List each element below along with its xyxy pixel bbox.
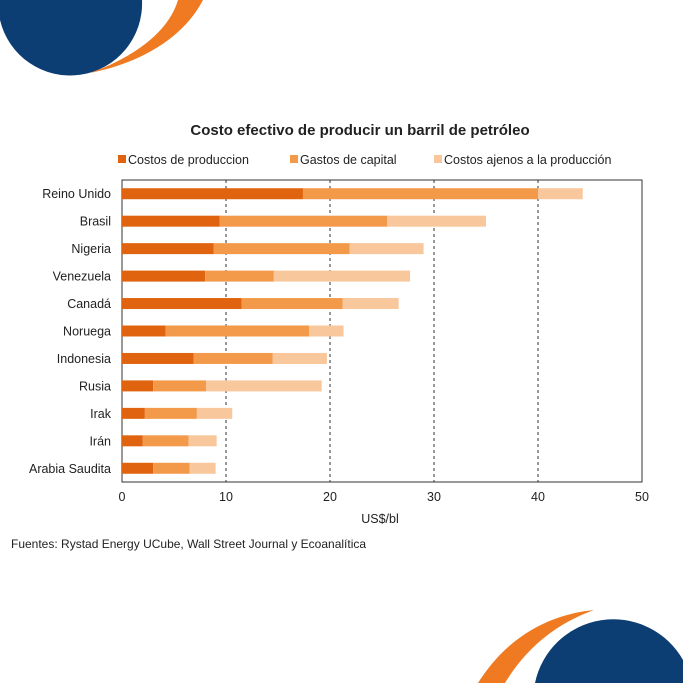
legend-label-costos-ajenos-a-la-produccion: Costos ajenos a la producción — [444, 153, 612, 167]
bar-reino-unido-costos-ajenos-a-la-produccion — [538, 188, 583, 200]
bar-rusia-gastos-de-capital — [153, 380, 207, 392]
bar-iran-costos-de-produccion — [122, 435, 143, 447]
bar-venezuela-costos-ajenos-a-la-produccion — [273, 270, 411, 282]
bar-canada-costos-ajenos-a-la-produccion — [342, 298, 399, 310]
legend-label-costos-de-produccion: Costos de produccion — [128, 153, 249, 167]
category-labels: Reino Unido Brasil Nigeria Venezuela Canadá N… — [29, 187, 112, 476]
source-note: Fuentes: Rystad Energy UCube, Wall Stree… — [11, 537, 367, 551]
legend-swatch-costos-ajenos-a-la-produccion — [434, 155, 442, 163]
category-label-arabia-saudita: Arabia Saudita — [29, 462, 111, 476]
category-label-noruega: Noruega — [63, 325, 111, 339]
bar-venezuela-costos-de-produccion — [122, 270, 206, 282]
bar-arabia-saudita-gastos-de-capital — [153, 462, 190, 474]
x-tick-0: 0 — [119, 490, 126, 504]
top-orange-swoosh — [90, 0, 203, 73]
bar-canada-gastos-de-capital — [241, 298, 343, 310]
bar-noruega-gastos-de-capital — [165, 325, 310, 337]
x-tick-10: 10 — [219, 490, 233, 504]
bars — [122, 188, 583, 474]
category-label-reino-unido: Reino Unido — [42, 187, 111, 201]
bar-brasil-gastos-de-capital — [219, 215, 388, 227]
chart-legend: Costos de produccion Gastos de capital Cos… — [118, 153, 612, 167]
legend-swatch-gastos-de-capital — [290, 155, 298, 163]
category-label-venezuela: Venezuela — [53, 270, 111, 284]
bottom-orange-swoosh — [478, 610, 594, 683]
x-tick-30: 30 — [427, 490, 441, 504]
legend-swatch-costos-de-produccion — [118, 155, 126, 163]
bar-arabia-saudita-costos-ajenos-a-la-produccion — [189, 462, 216, 474]
bar-canada-costos-de-produccion — [122, 298, 242, 310]
category-label-nigeria: Nigeria — [71, 242, 111, 256]
bar-reino-unido-costos-de-produccion — [122, 188, 303, 200]
bar-indonesia-costos-de-produccion — [122, 352, 194, 364]
bar-indonesia-costos-ajenos-a-la-produccion — [272, 352, 327, 364]
category-label-iran: Irán — [89, 434, 111, 448]
bar-brasil-costos-ajenos-a-la-produccion — [387, 215, 486, 227]
legend-label-gastos-de-capital: Gastos de capital — [300, 153, 397, 167]
x-tick-40: 40 — [531, 490, 545, 504]
x-tick-50: 50 — [635, 490, 649, 504]
bar-nigeria-costos-ajenos-a-la-produccion — [349, 243, 424, 255]
bar-nigeria-gastos-de-capital — [213, 243, 350, 255]
bar-irak-gastos-de-capital — [144, 407, 197, 419]
bar-rusia-costos-ajenos-a-la-produccion — [206, 380, 322, 392]
category-label-indonesia: Indonesia — [57, 352, 111, 366]
bar-indonesia-gastos-de-capital — [193, 352, 273, 364]
category-label-canada: Canadá — [67, 297, 111, 311]
bar-venezuela-gastos-de-capital — [205, 270, 274, 282]
chart-title: Costo efectivo de producir un barril de … — [190, 122, 529, 139]
bar-nigeria-costos-de-produccion — [122, 243, 214, 255]
category-label-brasil: Brasil — [80, 215, 111, 229]
top-blue-shape — [0, 0, 143, 76]
bar-irak-costos-de-produccion — [122, 407, 145, 419]
bar-reino-unido-gastos-de-capital — [302, 188, 538, 200]
bar-brasil-costos-de-produccion — [122, 215, 220, 227]
bar-arabia-saudita-costos-de-produccion — [122, 462, 154, 474]
x-tick-labels: 0 10 20 30 40 50 — [119, 490, 649, 504]
bottom-blue-shape — [535, 619, 683, 683]
category-label-rusia: Rusia — [79, 379, 111, 393]
x-tick-20: 20 — [323, 490, 337, 504]
bar-rusia-costos-de-produccion — [122, 380, 154, 392]
x-axis-label: US$/bl — [361, 512, 399, 526]
bar-noruega-costos-de-produccion — [122, 325, 166, 337]
bar-iran-gastos-de-capital — [142, 435, 189, 447]
bar-irak-costos-ajenos-a-la-produccion — [196, 407, 233, 419]
bar-noruega-costos-ajenos-a-la-produccion — [309, 325, 344, 337]
bar-iran-costos-ajenos-a-la-produccion — [188, 435, 217, 447]
category-label-irak: Irak — [90, 407, 112, 421]
